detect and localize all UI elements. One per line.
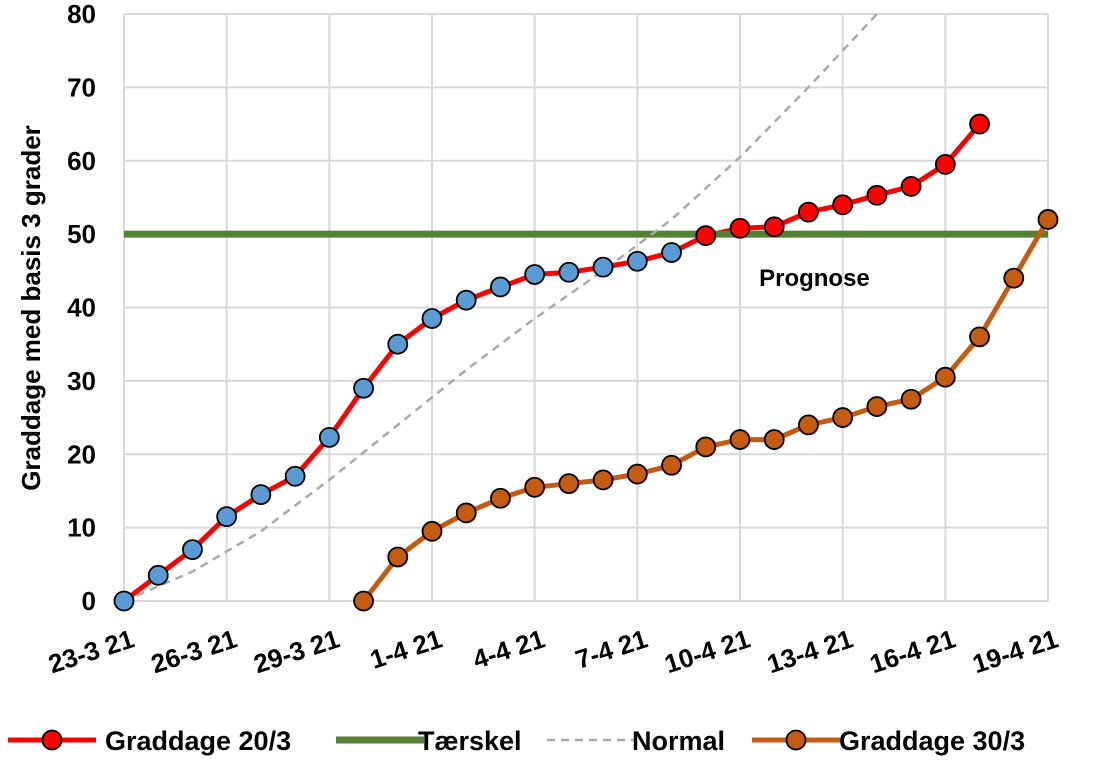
data-point: [832, 407, 854, 428]
data-point: [182, 539, 203, 561]
y-tick-label: 0: [82, 586, 96, 616]
x-tick-label: 1-4 21: [366, 623, 445, 674]
gridlines: [123, 13, 1049, 602]
data-point: [729, 429, 751, 450]
data-point: [250, 484, 272, 506]
data-point: [866, 396, 888, 417]
legend-item-1: Graddage 20/3: [8, 726, 291, 756]
data-point: [695, 225, 717, 246]
data-point: [934, 154, 956, 175]
data-point: [729, 217, 751, 239]
data-point: [353, 377, 374, 399]
data-point: [969, 326, 990, 348]
y-tick-label: 40: [67, 293, 96, 323]
data-point: [318, 426, 340, 448]
y-axis-label: Graddage med basis 3 grader: [16, 125, 46, 491]
data-point: [558, 473, 580, 495]
data-point: [900, 388, 922, 410]
legend: Graddage 20/3 Tærskel Normal Graddage 30/3: [8, 726, 1025, 756]
legend-item-4: Graddage 30/3: [752, 726, 1025, 756]
data-point: [524, 476, 546, 498]
data-point: [147, 564, 169, 586]
data-point: [490, 276, 511, 298]
y-tick-label: 80: [67, 0, 96, 29]
data-point: [798, 201, 819, 223]
y-tick-labels: 0 10 20 30 40 50 60 70 80: [67, 0, 96, 616]
x-tick-label: 29-3 21: [250, 623, 343, 679]
legend-label: Normal: [632, 726, 725, 756]
data-point: [832, 194, 854, 216]
x-tick-label: 7-4 21: [572, 623, 651, 674]
data-point: [524, 264, 546, 285]
y-tick-label: 60: [67, 146, 96, 176]
data-point: [969, 113, 990, 135]
series-line-1: [124, 121, 983, 602]
x-tick-labels: 23-3 21 26-3 21 29-3 21 1-4 21 4-4 21 7-4 21 1…: [45, 623, 1062, 679]
x-tick-label: 4-4 21: [469, 623, 548, 674]
annotations: Prognose: [759, 265, 870, 292]
x-tick-label: 23-3 21: [45, 623, 138, 679]
x-tick-label: 10-4 21: [661, 623, 754, 679]
x-tick-label: 16-4 21: [866, 623, 959, 679]
data-point: [798, 414, 819, 436]
data-point: [661, 454, 682, 476]
data-point: [626, 463, 648, 485]
data-point: [490, 487, 511, 509]
data-point: [387, 333, 409, 355]
data-point: [934, 366, 956, 388]
y-tick-label: 30: [67, 366, 96, 396]
y-tick-label: 70: [67, 72, 96, 102]
markers-layer: [113, 113, 1059, 612]
data-point: [592, 256, 614, 278]
data-point: [455, 502, 477, 524]
data-point: [216, 506, 238, 528]
data-point: [866, 184, 888, 206]
y-tick-label: 20: [67, 439, 96, 469]
legend-label: Graddage 30/3: [839, 726, 1025, 756]
prognose-annotation: Prognose: [759, 265, 870, 292]
x-tick-label: 19-4 21: [969, 623, 1062, 679]
legend-item-2: Tærskel: [336, 726, 522, 756]
legend-label: Graddage 20/3: [105, 726, 291, 756]
data-point: [421, 308, 443, 329]
data-point: [1003, 267, 1025, 289]
y-tick-label: 10: [67, 513, 96, 543]
data-point: [113, 590, 135, 612]
data-point: [421, 520, 443, 542]
data-point: [558, 261, 580, 283]
x-tick-label: 26-3 21: [147, 623, 240, 679]
data-point: [1037, 209, 1059, 230]
y-tick-label: 50: [67, 219, 96, 249]
data-point: [661, 242, 682, 263]
data-point: [626, 250, 648, 272]
data-point: [695, 436, 717, 458]
x-tick-label: 13-4 21: [763, 623, 856, 679]
legend-item-3: Normal: [547, 726, 725, 756]
data-point: [763, 216, 785, 238]
data-point: [353, 590, 374, 612]
data-point: [455, 289, 477, 311]
legend-marker: [41, 729, 63, 751]
data-point: [763, 429, 785, 450]
data-point: [387, 546, 409, 568]
legend-label: Tærskel: [418, 726, 522, 756]
legend-marker: [785, 729, 807, 751]
data-point: [900, 176, 922, 197]
data-point: [284, 465, 306, 487]
series-line-3: [124, 14, 878, 602]
data-point: [592, 469, 614, 491]
